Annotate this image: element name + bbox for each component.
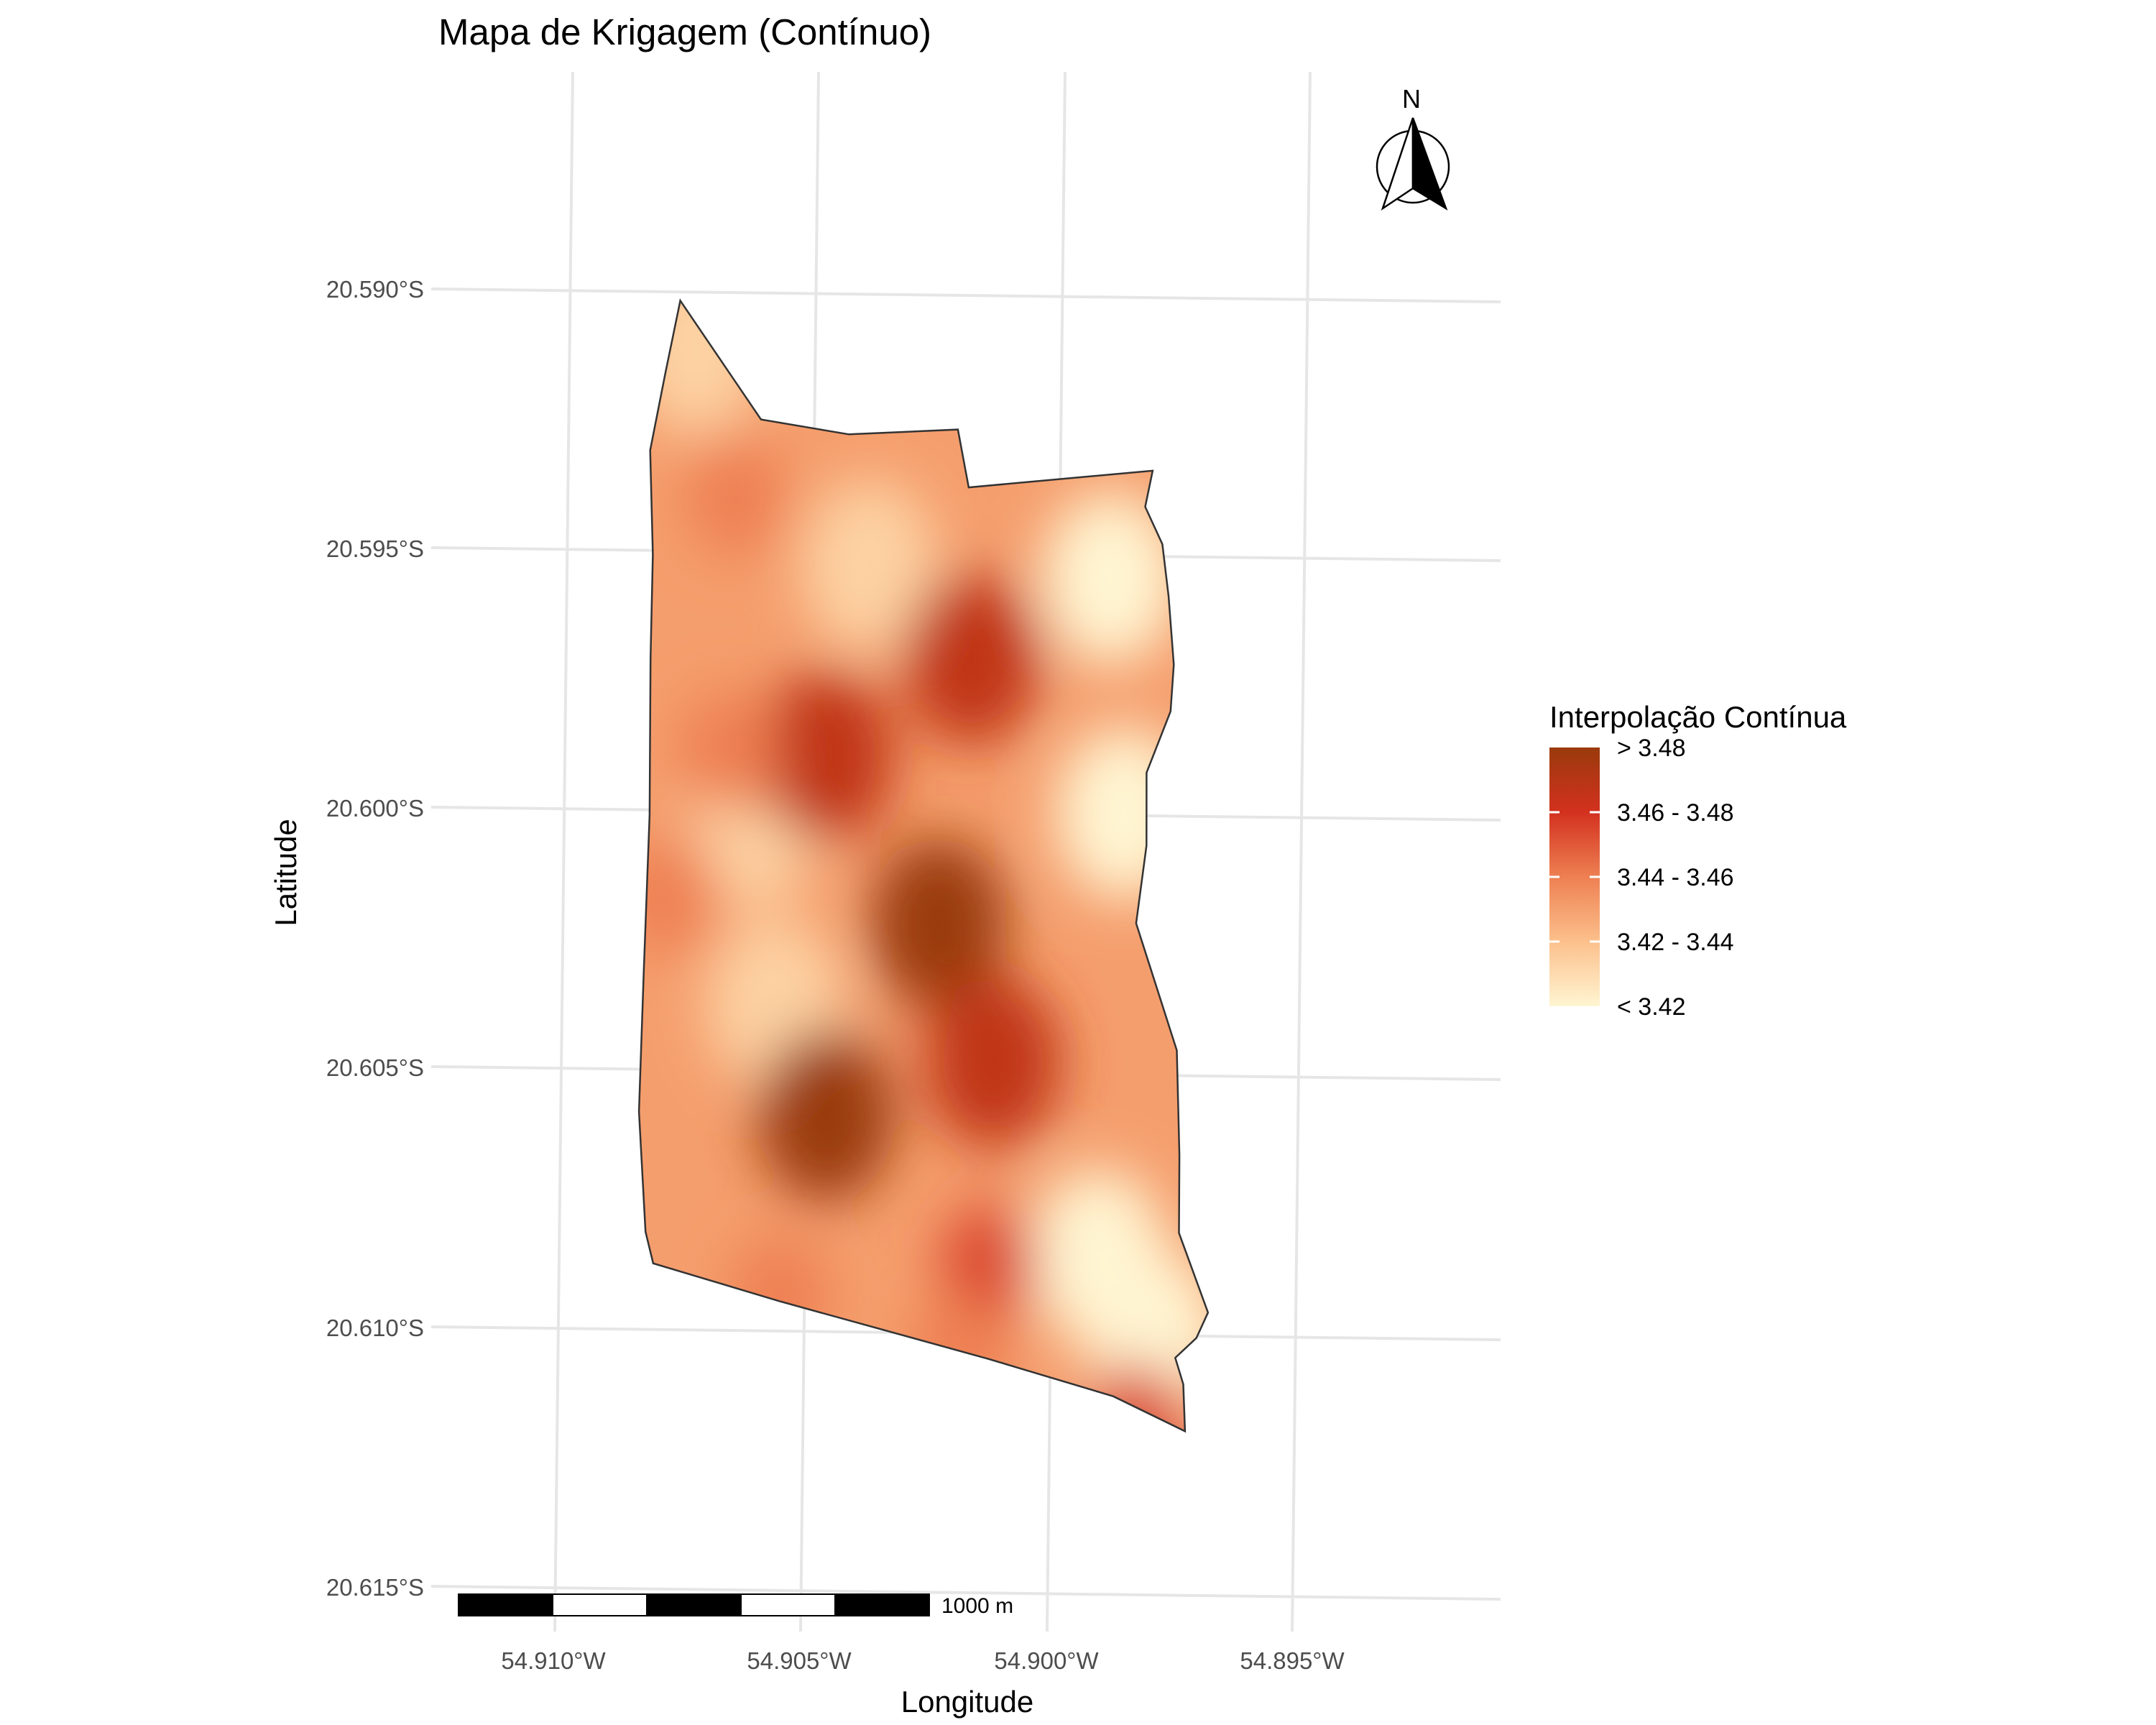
- kriging-surface: [637, 298, 1210, 1433]
- kriging-hotspot-3: [758, 670, 895, 843]
- scale-segment: [834, 1593, 930, 1616]
- x-axis-title: Longitude: [901, 1685, 1034, 1719]
- legend: Interpolação Contínua > 3.48 3.46 - 3.48…: [1549, 700, 1847, 1021]
- kriging-hotspot-1: [870, 837, 1007, 1010]
- x-tick-label: 54.895°W: [1240, 1647, 1345, 1674]
- kriging-coldspot-0: [1042, 492, 1179, 665]
- kriging-hotspot-11: [907, 1296, 1008, 1419]
- kriging-hotspot-6: [1085, 1362, 1187, 1432]
- x-tick-label: 54.905°W: [747, 1647, 852, 1674]
- y-tick-label: 20.615°S: [326, 1574, 424, 1601]
- x-axis-ticks: 54.910°W 54.905°W 54.900°W 54.895°W: [501, 1647, 1345, 1674]
- grid-line-lat-20615: [430, 1585, 1501, 1601]
- field-boundary: [637, 298, 1210, 1433]
- legend-label: < 3.42: [1617, 993, 1685, 1021]
- kriging-coldspot-5: [801, 479, 938, 652]
- grid-line-lat-20590: [430, 288, 1501, 303]
- scale-segment: [552, 1593, 648, 1616]
- kriging-hotspot-9: [639, 833, 719, 956]
- north-arrow-left-half: [1381, 117, 1414, 211]
- north-label: N: [1402, 84, 1421, 114]
- y-tick-label: 20.590°S: [326, 276, 424, 303]
- y-axis-title: Latitude: [269, 819, 303, 926]
- y-tick-label: 20.595°S: [326, 535, 424, 562]
- legend-label: 3.42 - 3.44: [1617, 929, 1734, 956]
- legend-label: > 3.48: [1617, 735, 1685, 762]
- scale-label: 1000 m: [941, 1594, 1013, 1618]
- north-arrow-right-half: [1411, 117, 1448, 211]
- x-tick-label: 54.900°W: [994, 1647, 1099, 1674]
- kriging-hotspot-7: [686, 435, 786, 558]
- kriging-hotspot-10: [729, 1235, 830, 1357]
- y-tick-label: 20.605°S: [326, 1054, 424, 1081]
- y-tick-label: 20.600°S: [326, 795, 424, 822]
- kriging-hotspot-5: [939, 1203, 1040, 1326]
- legend-label: 3.44 - 3.46: [1617, 864, 1734, 891]
- scale-segment: [458, 1593, 553, 1616]
- grid-line-lon-54910: [553, 71, 574, 1632]
- kriging-hotspot-8: [678, 690, 779, 813]
- scale-segment: [740, 1593, 836, 1616]
- kriging-hotspot-2: [925, 975, 1061, 1149]
- y-axis-ticks: 20.590°S 20.595°S 20.600°S 20.605°S 20.6…: [326, 276, 424, 1601]
- legend-label: 3.46 - 3.48: [1617, 799, 1734, 827]
- grid-line-lon-54895: [1291, 71, 1312, 1632]
- plot-title: Mapa de Krigagem (Contínuo): [438, 12, 931, 52]
- kriging-hotspot-0: [757, 1029, 895, 1202]
- kriging-hotspot-4: [903, 573, 1040, 746]
- legend-title: Interpolação Contínua: [1549, 700, 1847, 734]
- north-arrow: N: [1376, 84, 1450, 211]
- scale-segment: [646, 1593, 742, 1616]
- x-tick-label: 54.910°W: [501, 1647, 606, 1674]
- y-tick-label: 20.610°S: [326, 1315, 424, 1341]
- kriging-coldspot-1: [1056, 727, 1192, 900]
- kriging-coldspot-4: [639, 300, 765, 435]
- scale-bar: 1000 m: [458, 1593, 1013, 1618]
